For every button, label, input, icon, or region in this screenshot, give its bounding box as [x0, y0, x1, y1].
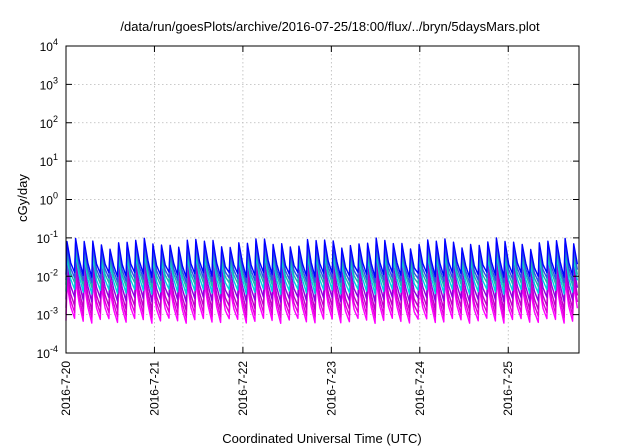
x-tick-label: 2016-7-25	[501, 361, 515, 416]
series-group	[65, 237, 579, 324]
y-tick-label: 10-4	[37, 344, 58, 361]
x-tick-label: 2016-7-24	[413, 361, 427, 416]
y-tick-label: 103	[40, 75, 58, 92]
y-tick-label: 10-2	[37, 267, 58, 284]
series-line-4	[65, 252, 579, 295]
y-axis-label: cGy/day	[15, 174, 30, 222]
y-tick-label: 10-3	[37, 306, 58, 323]
y-tick-label: 100	[40, 191, 58, 208]
series-line-5	[65, 247, 579, 289]
x-tick-label: 2016-7-21	[147, 361, 161, 416]
series-line-1	[65, 272, 579, 318]
series-line-3	[65, 259, 579, 303]
y-ticks: 10-4 10-3 10-2 10-1 100 101 102 103 104	[37, 37, 579, 361]
series-line-0	[65, 279, 579, 324]
x-ticks: 2016-7-20 2016-7-21 2016-7-22 2016-7-23 2016…	[59, 46, 515, 416]
x-tick-label: 2016-7-20	[59, 361, 73, 416]
series-line-2	[65, 266, 579, 312]
x-axis-label: Coordinated Universal Time (UTC)	[222, 431, 421, 446]
series-line-6	[65, 242, 579, 284]
chart-title: /data/run/goesPlots/archive/2016-07-25/1…	[120, 19, 540, 34]
y-tick-label: 102	[40, 114, 58, 131]
y-tick-label: 10-1	[37, 229, 58, 246]
x-tick-label: 2016-7-22	[236, 361, 250, 416]
x-tick-label: 2016-7-23	[324, 361, 338, 416]
y-tick-label: 101	[40, 152, 58, 169]
y-tick-label: 104	[40, 37, 58, 54]
series-line-7	[65, 237, 579, 279]
